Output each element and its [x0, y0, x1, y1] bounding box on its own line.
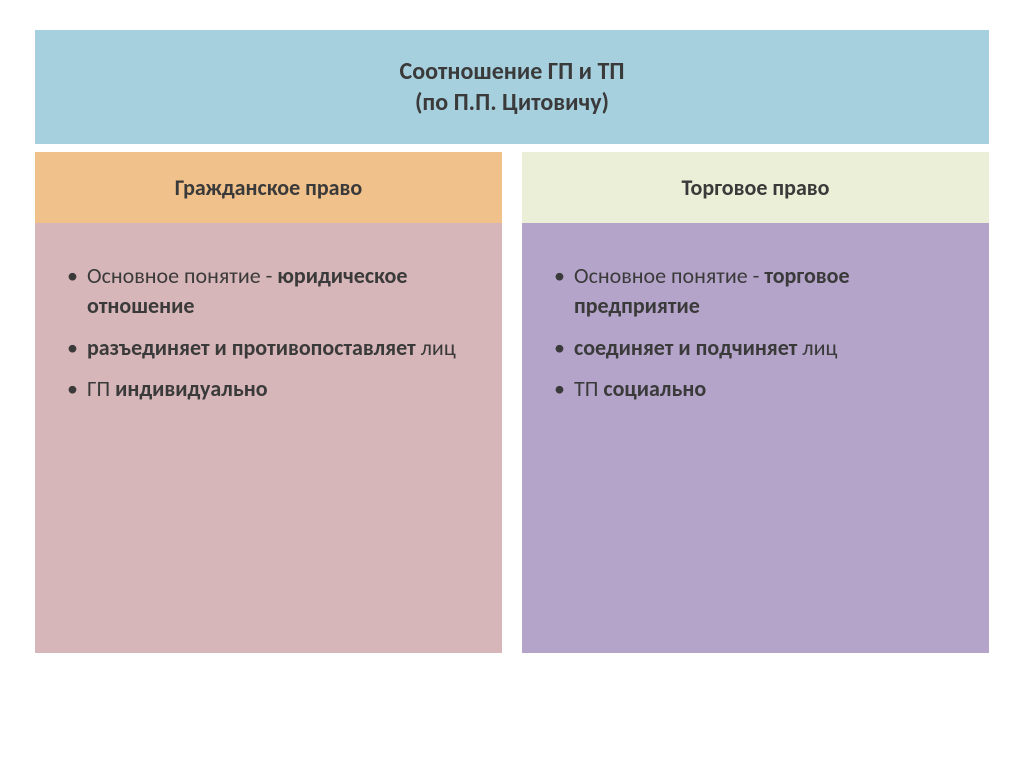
- list-item: соединяет и подчиняет лиц: [550, 333, 961, 363]
- list-item: ТП социально: [550, 374, 961, 404]
- left-column: Гражданское право Основное понятие - юри…: [35, 152, 502, 653]
- left-column-header: Гражданское право: [35, 152, 502, 223]
- title-line1: Соотношение ГП и ТП: [400, 57, 625, 86]
- right-column-body: Основное понятие - торговое предприятие …: [522, 223, 989, 653]
- columns-container: Гражданское право Основное понятие - юри…: [35, 152, 989, 653]
- right-column: Торговое право Основное понятие - торгов…: [522, 152, 989, 653]
- list-item: Основное понятие - юридическое отношение: [63, 261, 474, 320]
- left-column-body: Основное понятие - юридическое отношение…: [35, 223, 502, 653]
- list-item: ГП индивидуально: [63, 374, 474, 404]
- slide-title: Соотношение ГП и ТП (по П.П. Цитовичу): [35, 30, 989, 144]
- right-list: Основное понятие - торговое предприятие …: [550, 261, 961, 404]
- title-line2: (по П.П. Цитовичу): [415, 88, 609, 117]
- slide: Соотношение ГП и ТП (по П.П. Цитовичу) Г…: [35, 30, 989, 737]
- right-column-header: Торговое право: [522, 152, 989, 223]
- list-item: Основное понятие - торговое предприятие: [550, 261, 961, 320]
- left-list: Основное понятие - юридическое отношение…: [63, 261, 474, 404]
- list-item: разъединяет и противопоставляет лиц: [63, 333, 474, 363]
